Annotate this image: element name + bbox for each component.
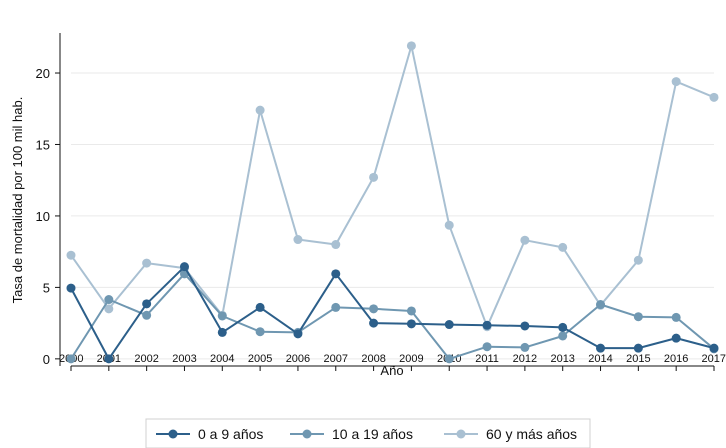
data-point [66,250,76,260]
x-tick-label: 2015 [626,353,650,365]
data-point [66,283,76,293]
x-tick-label: 2005 [248,353,272,365]
x-tick-label: 2002 [134,353,158,365]
data-point [255,327,265,337]
legend-item: 0 a 9 años [156,426,263,442]
axes [59,33,714,367]
data-point [104,354,114,364]
data-point [369,304,379,314]
data-point [406,41,416,51]
data-point [633,343,643,353]
data-point [520,342,530,352]
data-point [520,235,530,245]
data-point [406,319,416,329]
data-point [217,311,227,321]
data-point [444,354,454,364]
legend-label: 10 a 19 años [332,426,413,442]
data-point [558,331,568,341]
legend-swatch-marker [456,429,466,439]
data-point [596,343,606,353]
data-point [671,312,681,322]
data-point [406,306,416,316]
y-axis-title: Tasa de mortalidad por 100 mil hab. [10,97,25,304]
data-point [633,312,643,322]
x-tick-label: 2009 [399,353,423,365]
x-tick-label: 2017 [702,353,726,365]
x-axis-ticks: 2000200120022003200420052006200720082009… [59,353,726,371]
x-tick-label: 2011 [475,353,499,365]
series-line [70,44,715,328]
data-point [596,300,606,310]
x-tick-label: 2008 [361,353,385,365]
y-tick-label: 0 [43,352,50,367]
data-point [104,295,114,305]
data-point [709,343,719,353]
legend-item: 60 y más años [444,426,577,442]
data-point [482,342,492,352]
legend-item: 10 a 19 años [290,426,413,442]
legend-swatch-marker [302,429,312,439]
data-point [369,318,379,328]
series-1 [66,262,719,364]
x-tick-label: 2016 [664,353,688,365]
data-point [331,240,341,250]
x-tick-label: 2013 [550,353,574,365]
y-tick-label: 5 [43,280,50,295]
data-point [671,333,681,343]
data-point [331,302,341,312]
x-axis-title: Año [380,363,403,378]
y-tick-label: 15 [36,137,50,152]
data-point [558,242,568,252]
series-2 [66,269,719,364]
data-point [671,77,681,87]
x-tick-label: 2012 [513,353,537,365]
data-point [444,220,454,230]
data-point [558,322,568,332]
gridlines [71,72,714,360]
series-3 [66,41,719,332]
data-point [179,262,189,272]
x-tick-label: 2007 [324,353,348,365]
data-point [142,310,152,320]
data-point [142,258,152,268]
legend-label: 60 y más años [486,426,577,442]
data-point [709,92,719,102]
y-tick-label: 10 [36,209,50,224]
series-lines [66,41,719,364]
data-point [444,320,454,330]
y-tick-label: 20 [36,66,50,81]
data-point [104,304,114,314]
series-line [70,265,715,360]
data-point [142,299,152,309]
legend-box [145,418,591,448]
data-point [369,172,379,182]
x-tick-label: 2006 [286,353,310,365]
data-point [482,320,492,330]
data-point [217,327,227,337]
series-line [70,272,715,360]
data-point [293,329,303,339]
x-tick-label: 2003 [172,353,196,365]
data-point [255,302,265,312]
legend-swatch-marker [168,429,178,439]
data-point [633,255,643,265]
x-tick-label: 2004 [210,353,234,365]
legend-label: 0 a 9 años [198,426,263,442]
data-point [66,354,76,364]
data-point [331,269,341,279]
y-axis-ticks: 0 5 10 15 20 [36,66,60,367]
data-point [520,321,530,331]
legend: 0 a 9 años 10 a 19 años 60 y más años [145,418,591,448]
x-tick-label: 2014 [588,353,612,365]
data-point [255,105,265,115]
data-point [293,235,303,245]
